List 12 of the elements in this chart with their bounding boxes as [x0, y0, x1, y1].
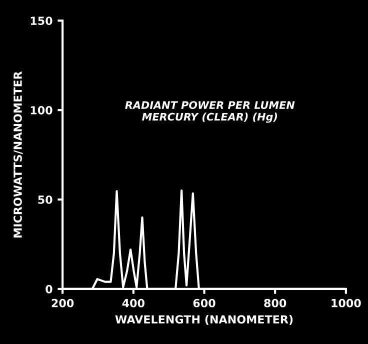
x-tick-label: 400: [122, 298, 144, 308]
y-tick-label: 150: [30, 16, 52, 26]
x-tick-label: 800: [264, 298, 286, 308]
y-tick-label: 0: [46, 284, 52, 294]
x-axis-title: WAVELENGTH (NANOMETER): [115, 315, 293, 325]
y-axis-title: MICROWATTS/NANOMETER: [14, 71, 23, 238]
x-tick-label: 600: [193, 298, 216, 308]
x-tick-label: 200: [52, 298, 74, 308]
y-tick-label: 50: [38, 195, 52, 204]
y-tick-label: 100: [30, 106, 52, 114]
text: RADIANT POWER PER LUMEN MERCURY (CLEAR) (Hg): [125, 101, 295, 123]
x-tick-label: 1000: [332, 298, 361, 308]
